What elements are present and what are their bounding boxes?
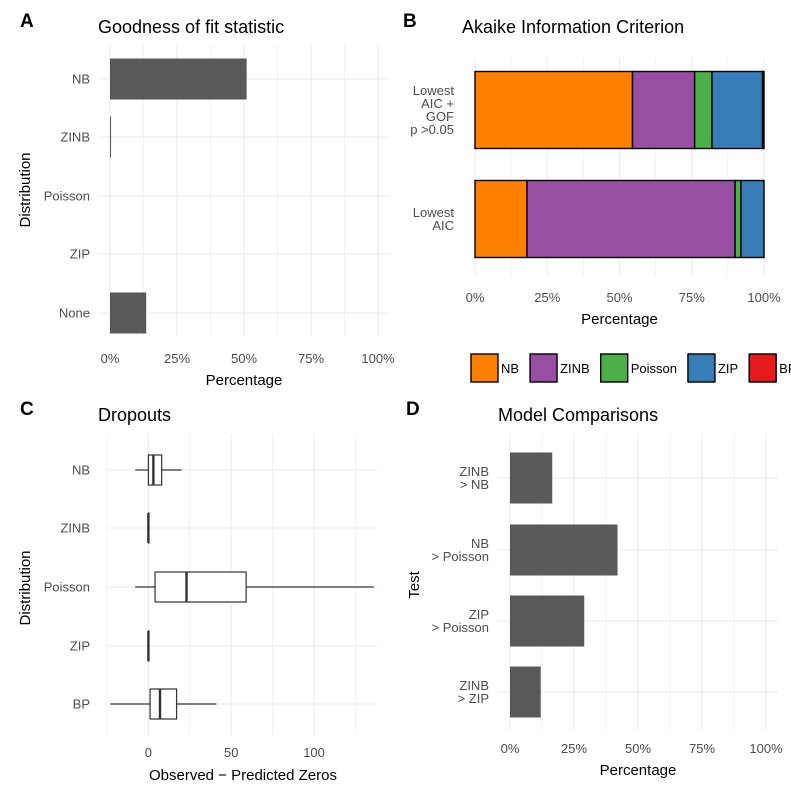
stacked-bar-segment [740, 179, 765, 259]
category-label-line: > NB [460, 477, 489, 492]
legend-swatch [748, 353, 777, 383]
x-axis-title: Observed − Predicted Zeros [149, 767, 337, 784]
x-tick-label: 50% [625, 741, 651, 756]
category-label-line: None [59, 306, 90, 321]
x-tick-label: 100% [749, 741, 783, 756]
panel-label: B [403, 11, 417, 32]
category-label-line: NB [471, 536, 489, 551]
chart-title: Goodness of fit statistic [98, 17, 284, 37]
legend-swatch [599, 353, 629, 383]
x-tick-label: 75% [689, 741, 715, 756]
box [147, 454, 163, 486]
x-tick-label: 50 [224, 745, 238, 760]
y-axis-title: Distribution [17, 152, 34, 227]
box [154, 571, 247, 603]
category-label-line: GOF [426, 109, 454, 124]
category-label-line: NB [72, 463, 90, 478]
bar [510, 452, 553, 504]
x-tick-label: 100% [747, 290, 781, 305]
category-label-line: AIC [432, 218, 454, 233]
panel-label: D [406, 399, 420, 420]
category-label-line: ZIP [70, 639, 90, 654]
bar [110, 116, 112, 158]
x-tick-label: 100% [361, 351, 395, 366]
bar [510, 524, 618, 576]
y-axis-title: Distribution [17, 550, 34, 625]
bar [510, 595, 585, 647]
category-label-line: ZIP [469, 607, 489, 622]
x-tick-label: 100 [303, 745, 325, 760]
legend: NB ZINB Poisson ZIP BP [470, 353, 791, 383]
stacked-bar-segment [693, 70, 713, 150]
x-tick-label: 25% [534, 290, 560, 305]
box [149, 688, 178, 720]
legend-label: ZINB [560, 361, 590, 376]
legend-label: ZIP [718, 361, 738, 376]
stacked-bar-segment [474, 70, 634, 150]
legend-label: Poisson [631, 361, 677, 376]
x-tick-label: 0% [466, 290, 485, 305]
x-tick-label: 75% [679, 290, 705, 305]
legend-swatch [470, 353, 499, 383]
stacked-bar-segment [761, 70, 765, 150]
category-label-line: > Poisson [432, 620, 489, 635]
x-tick-label: 50% [606, 290, 632, 305]
category-label-line: ZINB [459, 678, 489, 693]
category-label-line: Lowest [413, 205, 455, 220]
x-axis-title: Percentage [581, 311, 658, 328]
category-label-line: Poisson [44, 189, 90, 204]
panel-A: 0% 25% 50% 75% 100% NB ZINB Poisson ZIP None Perce… [17, 11, 395, 389]
legend-label: NB [501, 361, 519, 376]
category-label-line: NB [72, 72, 90, 87]
x-tick-label: 50% [231, 351, 257, 366]
stacked-bar-segment [526, 179, 736, 259]
legend-label: BP [779, 361, 791, 376]
bar [110, 58, 247, 100]
y-axis-title: Test [406, 570, 423, 598]
stacked-bar-segment [631, 70, 696, 150]
chart-title: Akaike Information Criterion [462, 17, 684, 37]
category-label-line: ZINB [60, 521, 90, 536]
legend-swatch [529, 353, 558, 383]
x-tick-label: 25% [561, 741, 587, 756]
x-tick-label: 0% [101, 351, 120, 366]
category-label-line: Lowest [413, 83, 455, 98]
chart-title: Model Comparisons [498, 405, 658, 425]
panel-C: 0 50 100 NB ZINB Poisson ZIP BP Observed − Predi… [17, 399, 377, 784]
stacked-bar-segment [711, 70, 764, 150]
stacked-bar-segment [734, 179, 742, 259]
panel-label: C [20, 399, 34, 420]
category-label-line: ZIP [70, 247, 90, 262]
x-tick-label: 75% [298, 351, 324, 366]
x-axis-title: Percentage [206, 372, 283, 389]
category-label-line: > ZIP [458, 691, 489, 706]
x-tick-label: 0 [145, 745, 152, 760]
category-label-line: p >0.05 [410, 122, 454, 137]
category-label-line: Poisson [44, 580, 90, 595]
category-label-line: ZINB [60, 130, 90, 145]
category-label-line: AIC + [421, 96, 454, 111]
chart-title: Dropouts [98, 405, 171, 425]
stacked-bar-segment [474, 179, 528, 259]
category-label-line: > Poisson [432, 549, 489, 564]
category-label-line: BP [73, 697, 90, 712]
x-axis-title: Percentage [600, 762, 677, 779]
x-tick-label: 25% [164, 351, 190, 366]
legend-swatch [687, 353, 716, 383]
panel-label: A [20, 11, 34, 32]
category-label-line: ZINB [459, 464, 489, 479]
x-tick-label: 0% [501, 741, 520, 756]
bar [510, 666, 541, 718]
bar [110, 292, 147, 334]
